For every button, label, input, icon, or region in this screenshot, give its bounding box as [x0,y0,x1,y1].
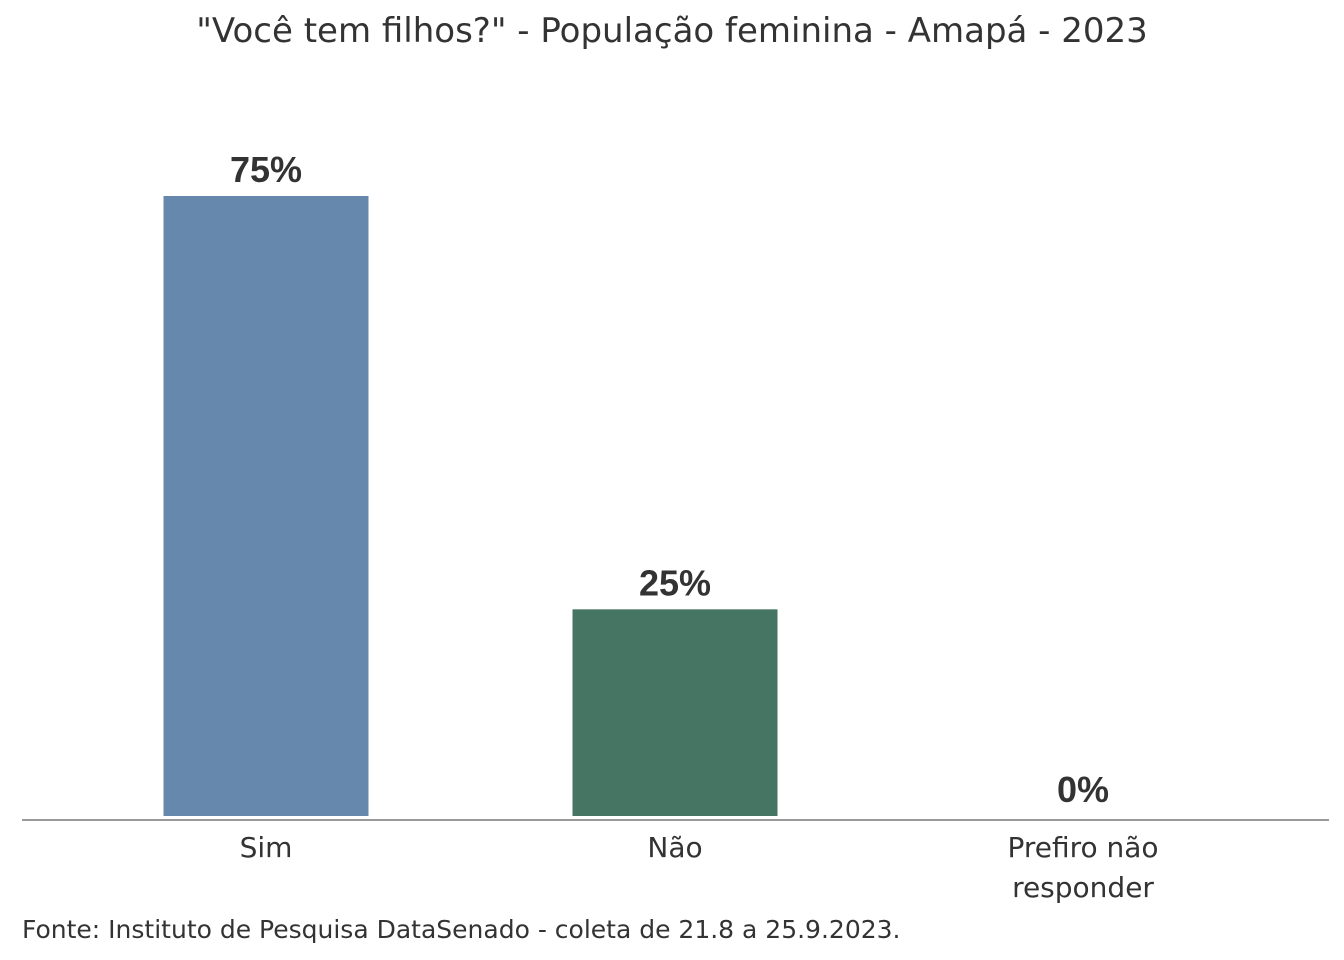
value-label-1: 25% [639,562,711,603]
category-labels-group: Sim Não Prefiro não responder [240,831,1159,904]
value-label-0: 75% [230,149,302,190]
source-note: Fonte: Instituto de Pesquisa DataSenado … [22,915,900,944]
chart-title: "Você tem filhos?" - População feminina … [196,11,1148,51]
value-label-2: 0% [1057,769,1109,810]
bar-0 [164,196,369,816]
category-label-2-0: Prefiro não [1007,831,1158,864]
category-label-0-0: Sim [240,831,293,864]
bar-1 [573,609,778,816]
category-label-1-0: Não [647,831,702,864]
category-label-2-1: responder [1012,871,1154,904]
bars-group [164,196,778,816]
